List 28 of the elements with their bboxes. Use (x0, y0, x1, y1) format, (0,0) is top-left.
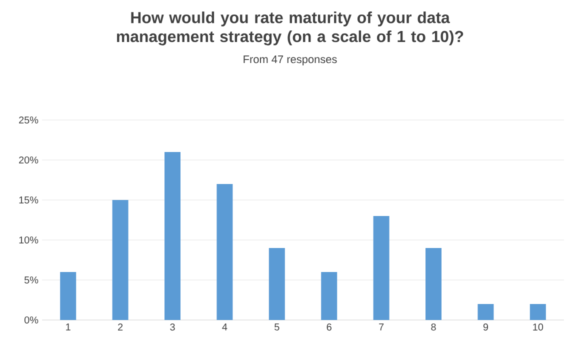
x-tick-label: 8 (431, 324, 436, 331)
bar (216, 184, 233, 320)
x-tick-label: 2 (118, 324, 123, 330)
bar (112, 200, 128, 320)
chart-subtitle: From 47 responses (244, 56, 337, 66)
bar (373, 216, 390, 320)
x-tick-label: 6 (326, 324, 332, 331)
bar (60, 272, 76, 320)
y-tick-label: 5% (24, 276, 38, 284)
y-tick-label: 20% (19, 156, 38, 164)
x-tick-label: 10 (533, 324, 544, 331)
bar (321, 272, 338, 320)
x-tick-label: 3 (170, 324, 175, 331)
y-tick-label: 15% (19, 196, 38, 204)
bar (268, 248, 285, 320)
bar (478, 304, 494, 320)
x-tick-label: 4 (222, 324, 228, 330)
y-tick-label: 0% (24, 316, 38, 324)
bar (530, 304, 546, 320)
chart-title: How would you rate maturity of your data management strategy (on a scale of 1 to 10)? (116, 12, 464, 46)
x-tick-label: 5 (274, 324, 280, 330)
x-tick-label: 9 (483, 324, 488, 331)
x-tick-label: 1 (66, 324, 70, 330)
y-tick-label: 25% (19, 116, 38, 124)
bar (426, 248, 442, 320)
y-tick-label: 10% (19, 236, 38, 244)
bar (164, 152, 181, 320)
x-tick-label: 7 (379, 324, 384, 330)
